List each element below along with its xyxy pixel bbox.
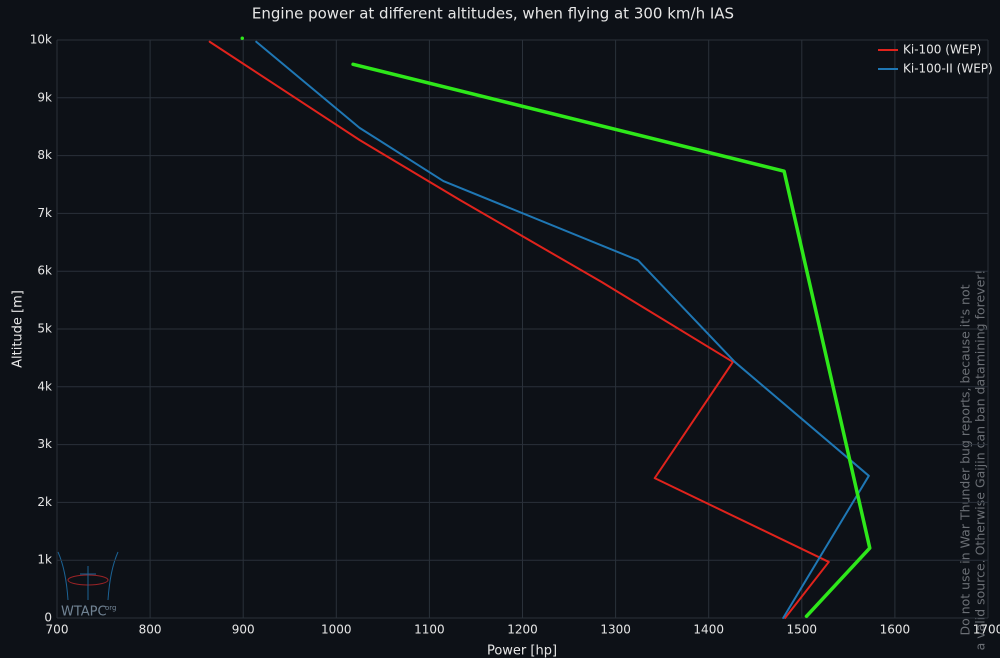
y-tick-label: 1k — [37, 553, 52, 567]
series-line — [255, 40, 870, 619]
y-tick-label: 6k — [37, 264, 52, 278]
y-tick-label: 3k — [37, 437, 52, 451]
x-tick-label: 1100 — [414, 623, 445, 637]
logo-shape — [57, 551, 119, 601]
legend-label: Ki-100 (WEP) — [903, 43, 981, 57]
x-tick-label: 1500 — [787, 623, 818, 637]
legend-label: Ki-100-II (WEP) — [903, 62, 993, 76]
x-tick-label: 900 — [232, 623, 255, 637]
x-tick-label: 800 — [139, 623, 162, 637]
logo-suffix: org — [105, 604, 116, 612]
series-line — [240, 36, 872, 619]
x-tick-label: 1600 — [880, 623, 911, 637]
series-line — [208, 40, 830, 619]
y-tick-label: 8k — [37, 148, 52, 162]
y-tick-label: 7k — [37, 206, 52, 220]
x-tick-label: 1200 — [507, 623, 538, 637]
y-tick-label: 2k — [37, 495, 52, 509]
y-tick-label: 0 — [44, 611, 52, 625]
x-tick-label: 1000 — [321, 623, 352, 637]
x-tick-label: 1700 — [973, 623, 1000, 637]
logo-shape — [80, 566, 96, 600]
disclaimer: Do not use in War Thunder bug reports, b… — [958, 270, 988, 651]
x-axis-label: Power [hp] — [487, 644, 557, 658]
x-tick-label: 1300 — [600, 623, 631, 637]
disclaimer-line: Do not use in War Thunder bug reports, b… — [958, 284, 973, 635]
x-tick-label: 1400 — [693, 623, 724, 637]
y-tick-label: 10k — [30, 33, 52, 47]
disclaimer-line: a valid source. Otherwise Gaijin can ban… — [973, 270, 988, 651]
x-tick-label: 700 — [46, 623, 69, 637]
logo: WTAPC org — [57, 551, 119, 620]
chart-title: Engine power at different altitudes, whe… — [252, 5, 734, 23]
y-tick-label: 4k — [37, 379, 52, 393]
logo-text: WTAPC — [61, 605, 107, 620]
y-axis-label: Altitude [m] — [11, 290, 26, 368]
y-tick-label: 5k — [37, 322, 52, 336]
y-tick-label: 9k — [37, 90, 52, 104]
